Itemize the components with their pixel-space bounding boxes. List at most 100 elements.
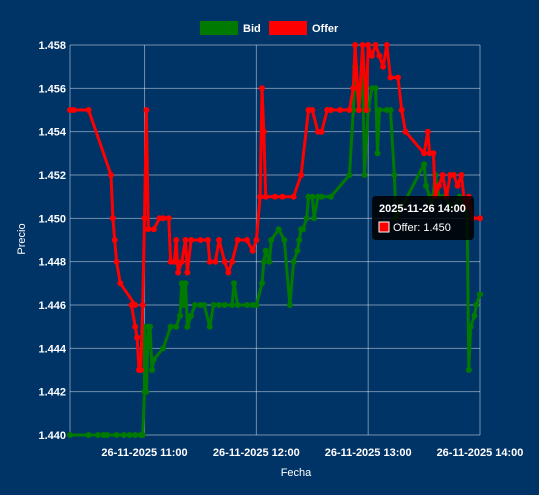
data-point-offer[interactable] bbox=[175, 269, 182, 276]
data-point-bid[interactable] bbox=[260, 258, 267, 265]
data-point-bid[interactable] bbox=[309, 193, 316, 200]
data-point-bid[interactable] bbox=[184, 323, 191, 330]
data-point-bid[interactable] bbox=[180, 302, 187, 308]
data-point-offer[interactable] bbox=[355, 107, 362, 113]
data-point-offer[interactable] bbox=[171, 258, 178, 265]
data-point-bid[interactable] bbox=[391, 172, 398, 178]
data-point-offer[interactable] bbox=[178, 258, 185, 265]
data-point-bid[interactable] bbox=[85, 432, 92, 438]
data-point-bid[interactable] bbox=[286, 302, 293, 308]
data-point-offer[interactable] bbox=[309, 107, 316, 113]
data-point-offer[interactable] bbox=[225, 269, 232, 276]
data-point-bid[interactable] bbox=[372, 85, 379, 92]
data-point-bid[interactable] bbox=[294, 247, 301, 254]
data-point-bid[interactable] bbox=[147, 323, 154, 330]
data-point-bid[interactable] bbox=[387, 107, 394, 113]
data-point-offer[interactable] bbox=[182, 237, 189, 243]
data-point-offer[interactable] bbox=[368, 52, 375, 59]
data-point-offer[interactable] bbox=[117, 280, 124, 287]
data-point-offer[interactable] bbox=[184, 269, 191, 276]
data-point-bid[interactable] bbox=[234, 302, 241, 308]
data-point-offer[interactable] bbox=[206, 258, 213, 265]
data-point-bid[interactable] bbox=[216, 302, 223, 308]
data-point-offer[interactable] bbox=[188, 237, 195, 243]
data-point-bid[interactable] bbox=[149, 367, 155, 373]
data-point-bid[interactable] bbox=[167, 323, 174, 330]
data-point-offer[interactable] bbox=[477, 215, 483, 222]
data-point-bid[interactable] bbox=[471, 312, 478, 319]
data-point-bid[interactable] bbox=[473, 302, 480, 308]
data-point-offer[interactable] bbox=[450, 172, 457, 178]
data-point-offer[interactable] bbox=[365, 42, 372, 48]
data-point-bid[interactable] bbox=[423, 182, 429, 189]
data-point-bid[interactable] bbox=[290, 258, 297, 265]
data-point-bid[interactable] bbox=[210, 302, 217, 308]
data-point-offer[interactable] bbox=[134, 334, 141, 341]
data-point-offer[interactable] bbox=[132, 323, 139, 330]
data-point-bid[interactable] bbox=[126, 432, 133, 438]
data-point-offer[interactable] bbox=[380, 63, 387, 70]
data-point-offer[interactable] bbox=[359, 42, 366, 48]
data-point-bid[interactable] bbox=[113, 432, 120, 438]
data-point-offer[interactable] bbox=[383, 42, 390, 48]
data-point-bid[interactable] bbox=[139, 432, 146, 438]
data-point-offer[interactable] bbox=[212, 258, 219, 265]
data-point-offer[interactable] bbox=[259, 85, 265, 92]
data-point-offer[interactable] bbox=[234, 237, 241, 243]
data-point-offer[interactable] bbox=[137, 367, 144, 373]
data-point-offer[interactable] bbox=[113, 258, 120, 265]
data-point-offer[interactable] bbox=[204, 237, 211, 243]
data-point-bid[interactable] bbox=[67, 432, 73, 438]
data-point-bid[interactable] bbox=[104, 432, 111, 438]
data-point-bid[interactable] bbox=[191, 302, 198, 308]
data-point-bid[interactable] bbox=[303, 215, 310, 222]
data-point-bid[interactable] bbox=[221, 302, 228, 308]
data-point-offer[interactable] bbox=[272, 193, 278, 200]
data-point-offer[interactable] bbox=[150, 226, 157, 233]
data-point-offer[interactable] bbox=[139, 302, 146, 308]
data-point-bid[interactable] bbox=[132, 432, 139, 438]
data-point-offer[interactable] bbox=[109, 215, 116, 222]
data-point-offer[interactable] bbox=[165, 215, 172, 222]
legend-item-bid[interactable]: Bid bbox=[200, 21, 261, 35]
data-point-offer[interactable] bbox=[402, 128, 409, 135]
data-point-offer[interactable] bbox=[244, 237, 250, 243]
data-point-bid[interactable] bbox=[346, 172, 353, 178]
data-point-bid[interactable] bbox=[327, 193, 334, 200]
data-point-offer[interactable] bbox=[221, 258, 228, 265]
data-point-offer[interactable] bbox=[262, 193, 269, 200]
data-point-bid[interactable] bbox=[95, 432, 101, 438]
data-point-bid[interactable] bbox=[150, 356, 157, 363]
data-point-offer[interactable] bbox=[279, 193, 286, 200]
data-point-bid[interactable] bbox=[376, 107, 383, 113]
data-point-bid[interactable] bbox=[421, 161, 428, 168]
data-point-bid[interactable] bbox=[311, 215, 318, 222]
data-point-offer[interactable] bbox=[458, 172, 465, 178]
data-point-bid[interactable] bbox=[296, 237, 303, 243]
legend-item-offer[interactable]: Offer bbox=[269, 21, 339, 35]
data-point-bid[interactable] bbox=[173, 323, 180, 330]
data-point-bid[interactable] bbox=[268, 237, 275, 243]
data-point-bid[interactable] bbox=[266, 258, 273, 265]
data-point-bid[interactable] bbox=[318, 193, 325, 200]
data-point-offer[interactable] bbox=[424, 128, 431, 135]
data-point-offer[interactable] bbox=[145, 226, 152, 233]
data-point-offer[interactable] bbox=[421, 150, 428, 157]
data-point-bid[interactable] bbox=[160, 345, 167, 352]
data-point-offer[interactable] bbox=[439, 172, 446, 178]
data-point-offer[interactable] bbox=[143, 107, 150, 113]
data-point-bid[interactable] bbox=[253, 302, 260, 308]
data-point-bid[interactable] bbox=[244, 302, 250, 308]
data-point-offer[interactable] bbox=[141, 215, 148, 222]
data-point-offer[interactable] bbox=[298, 172, 305, 178]
data-point-bid[interactable] bbox=[121, 432, 127, 438]
data-point-offer[interactable] bbox=[454, 182, 461, 189]
data-point-offer[interactable] bbox=[387, 74, 394, 81]
data-point-offer[interactable] bbox=[327, 107, 334, 113]
data-point-offer[interactable] bbox=[337, 107, 344, 113]
data-point-bid[interactable] bbox=[231, 280, 237, 287]
data-point-offer[interactable] bbox=[253, 237, 260, 243]
data-point-offer[interactable] bbox=[363, 107, 370, 113]
data-point-offer[interactable] bbox=[249, 247, 256, 254]
data-point-offer[interactable] bbox=[257, 193, 264, 200]
